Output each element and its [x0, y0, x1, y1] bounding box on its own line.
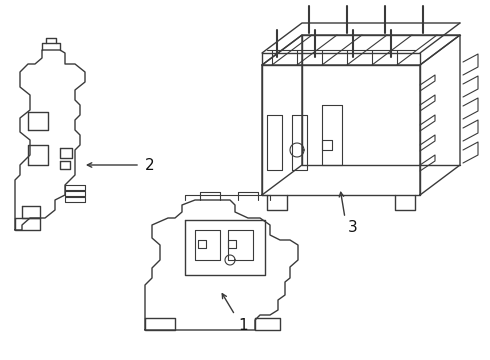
Text: 3: 3: [348, 220, 358, 235]
Text: 2: 2: [145, 158, 155, 172]
Text: 1: 1: [238, 318, 247, 333]
